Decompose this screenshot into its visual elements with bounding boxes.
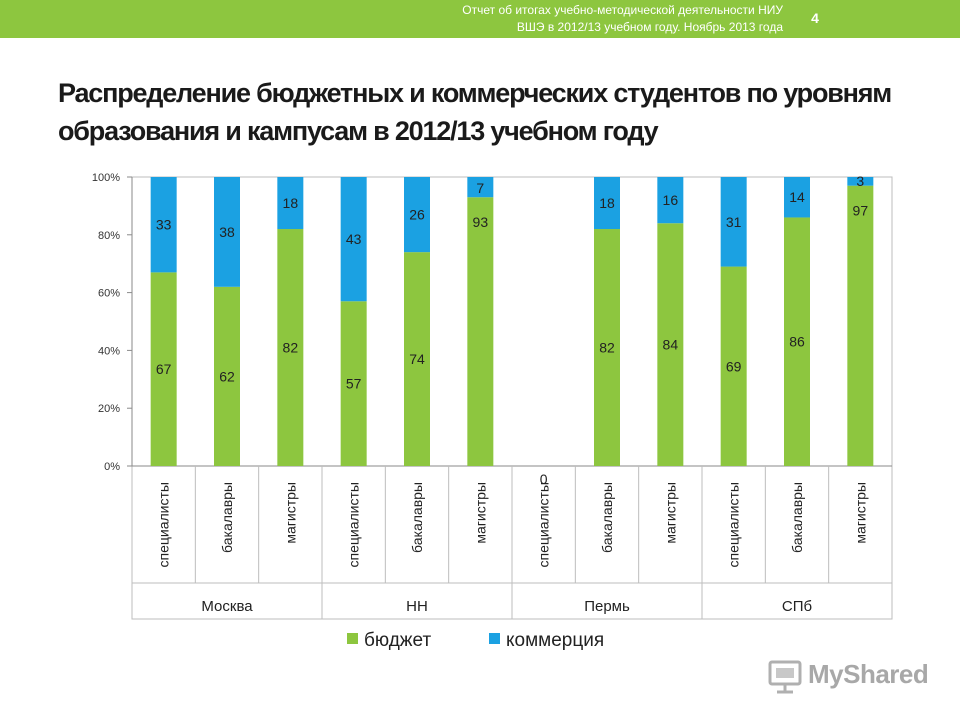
category-label: специалисты (156, 482, 172, 567)
watermark-text: MyShared (808, 659, 929, 689)
y-tick-label: 20% (98, 403, 120, 415)
bar-commercial (657, 177, 684, 224)
report-caption-line-1: Отчет об итогах учебно-методической деят… (462, 3, 783, 17)
data-label-budget: 86 (789, 334, 805, 350)
category-label: магистры (662, 482, 678, 544)
category-label: бакалавры (219, 482, 235, 553)
bar-budget (214, 286, 240, 466)
data-label-commercial: 7 (476, 180, 484, 196)
bar-budget (277, 229, 304, 466)
y-tick-label: 40% (98, 345, 120, 357)
data-label-commercial: 14 (789, 189, 805, 205)
data-label-commercial: 16 (663, 192, 679, 208)
category-label: бакалавры (409, 482, 425, 553)
bar-commercial (594, 177, 620, 230)
category-label: магистры (472, 482, 488, 544)
data-label-commercial: 3 (856, 173, 864, 189)
data-label-commercial: 43 (346, 231, 362, 247)
category-label: специалисты (536, 482, 552, 567)
group-label: СПб (782, 598, 812, 615)
data-label-budget: 57 (346, 376, 362, 392)
category-label: бакалавры (599, 482, 615, 553)
bar-budget (784, 217, 810, 466)
category-label: специалисты (346, 482, 362, 567)
bar-budget (150, 272, 177, 466)
y-tick-label: 60% (98, 288, 120, 300)
data-label-commercial: 18 (283, 195, 299, 211)
data-label-budget: 93 (473, 214, 489, 230)
category-label: бакалавры (789, 482, 805, 553)
y-tick-label: 0% (104, 461, 120, 473)
data-label-budget: 97 (853, 203, 869, 219)
legend-swatch (347, 633, 358, 644)
bar-commercial (847, 177, 874, 186)
bar-budget (467, 197, 494, 467)
watermark: MyShared (766, 656, 936, 696)
bar-budget (720, 266, 747, 466)
slide-number: 4 (811, 10, 819, 26)
chart-title: Распределение бюджетных и коммерческих с… (58, 78, 892, 146)
data-label-commercial: 18 (599, 195, 615, 211)
category-label: магистры (282, 482, 298, 544)
bar-commercial (214, 177, 240, 287)
bar-budget (594, 229, 620, 466)
data-label-budget: 74 (409, 351, 425, 367)
data-label-budget: 82 (599, 340, 615, 356)
y-tick-label: 80% (98, 230, 120, 242)
bar-commercial (467, 177, 494, 198)
bar-commercial (784, 177, 810, 218)
data-label-budget: 69 (726, 358, 742, 374)
report-caption-line-2: ВШЭ в 2012/13 учебном году. Ноябрь 2013 … (516, 20, 783, 34)
bar-budget (404, 252, 430, 466)
y-tick-label: 100% (92, 172, 120, 184)
header-bar (0, 0, 960, 38)
data-label-budget: 84 (663, 337, 679, 353)
data-label-commercial: 38 (219, 224, 235, 240)
bar-commercial (340, 177, 367, 302)
bar-commercial (277, 177, 304, 230)
group-label: Москва (201, 598, 253, 615)
bar-budget (340, 301, 367, 466)
bar-budget (847, 185, 874, 467)
data-label-budget: 67 (156, 361, 172, 377)
data-label-commercial: 33 (156, 217, 172, 233)
group-label: НН (406, 598, 428, 615)
legend-label: бюджет (364, 630, 431, 651)
legend-swatch (489, 633, 500, 644)
group-label: Пермь (584, 598, 630, 615)
data-label-budget: 62 (219, 368, 235, 384)
legend-label: коммерция (506, 630, 604, 651)
presentation-icon (768, 660, 802, 694)
bar-budget (657, 223, 684, 466)
data-label-commercial: 31 (726, 214, 742, 230)
bar-commercial (150, 177, 177, 273)
category-label: специалисты (726, 482, 742, 567)
category-label: магистры (852, 482, 868, 544)
data-label-zero: 0 (540, 471, 548, 487)
data-label-budget: 82 (283, 340, 299, 356)
bar-commercial (404, 177, 430, 253)
bar-commercial (720, 177, 747, 267)
data-label-commercial: 26 (409, 207, 425, 223)
